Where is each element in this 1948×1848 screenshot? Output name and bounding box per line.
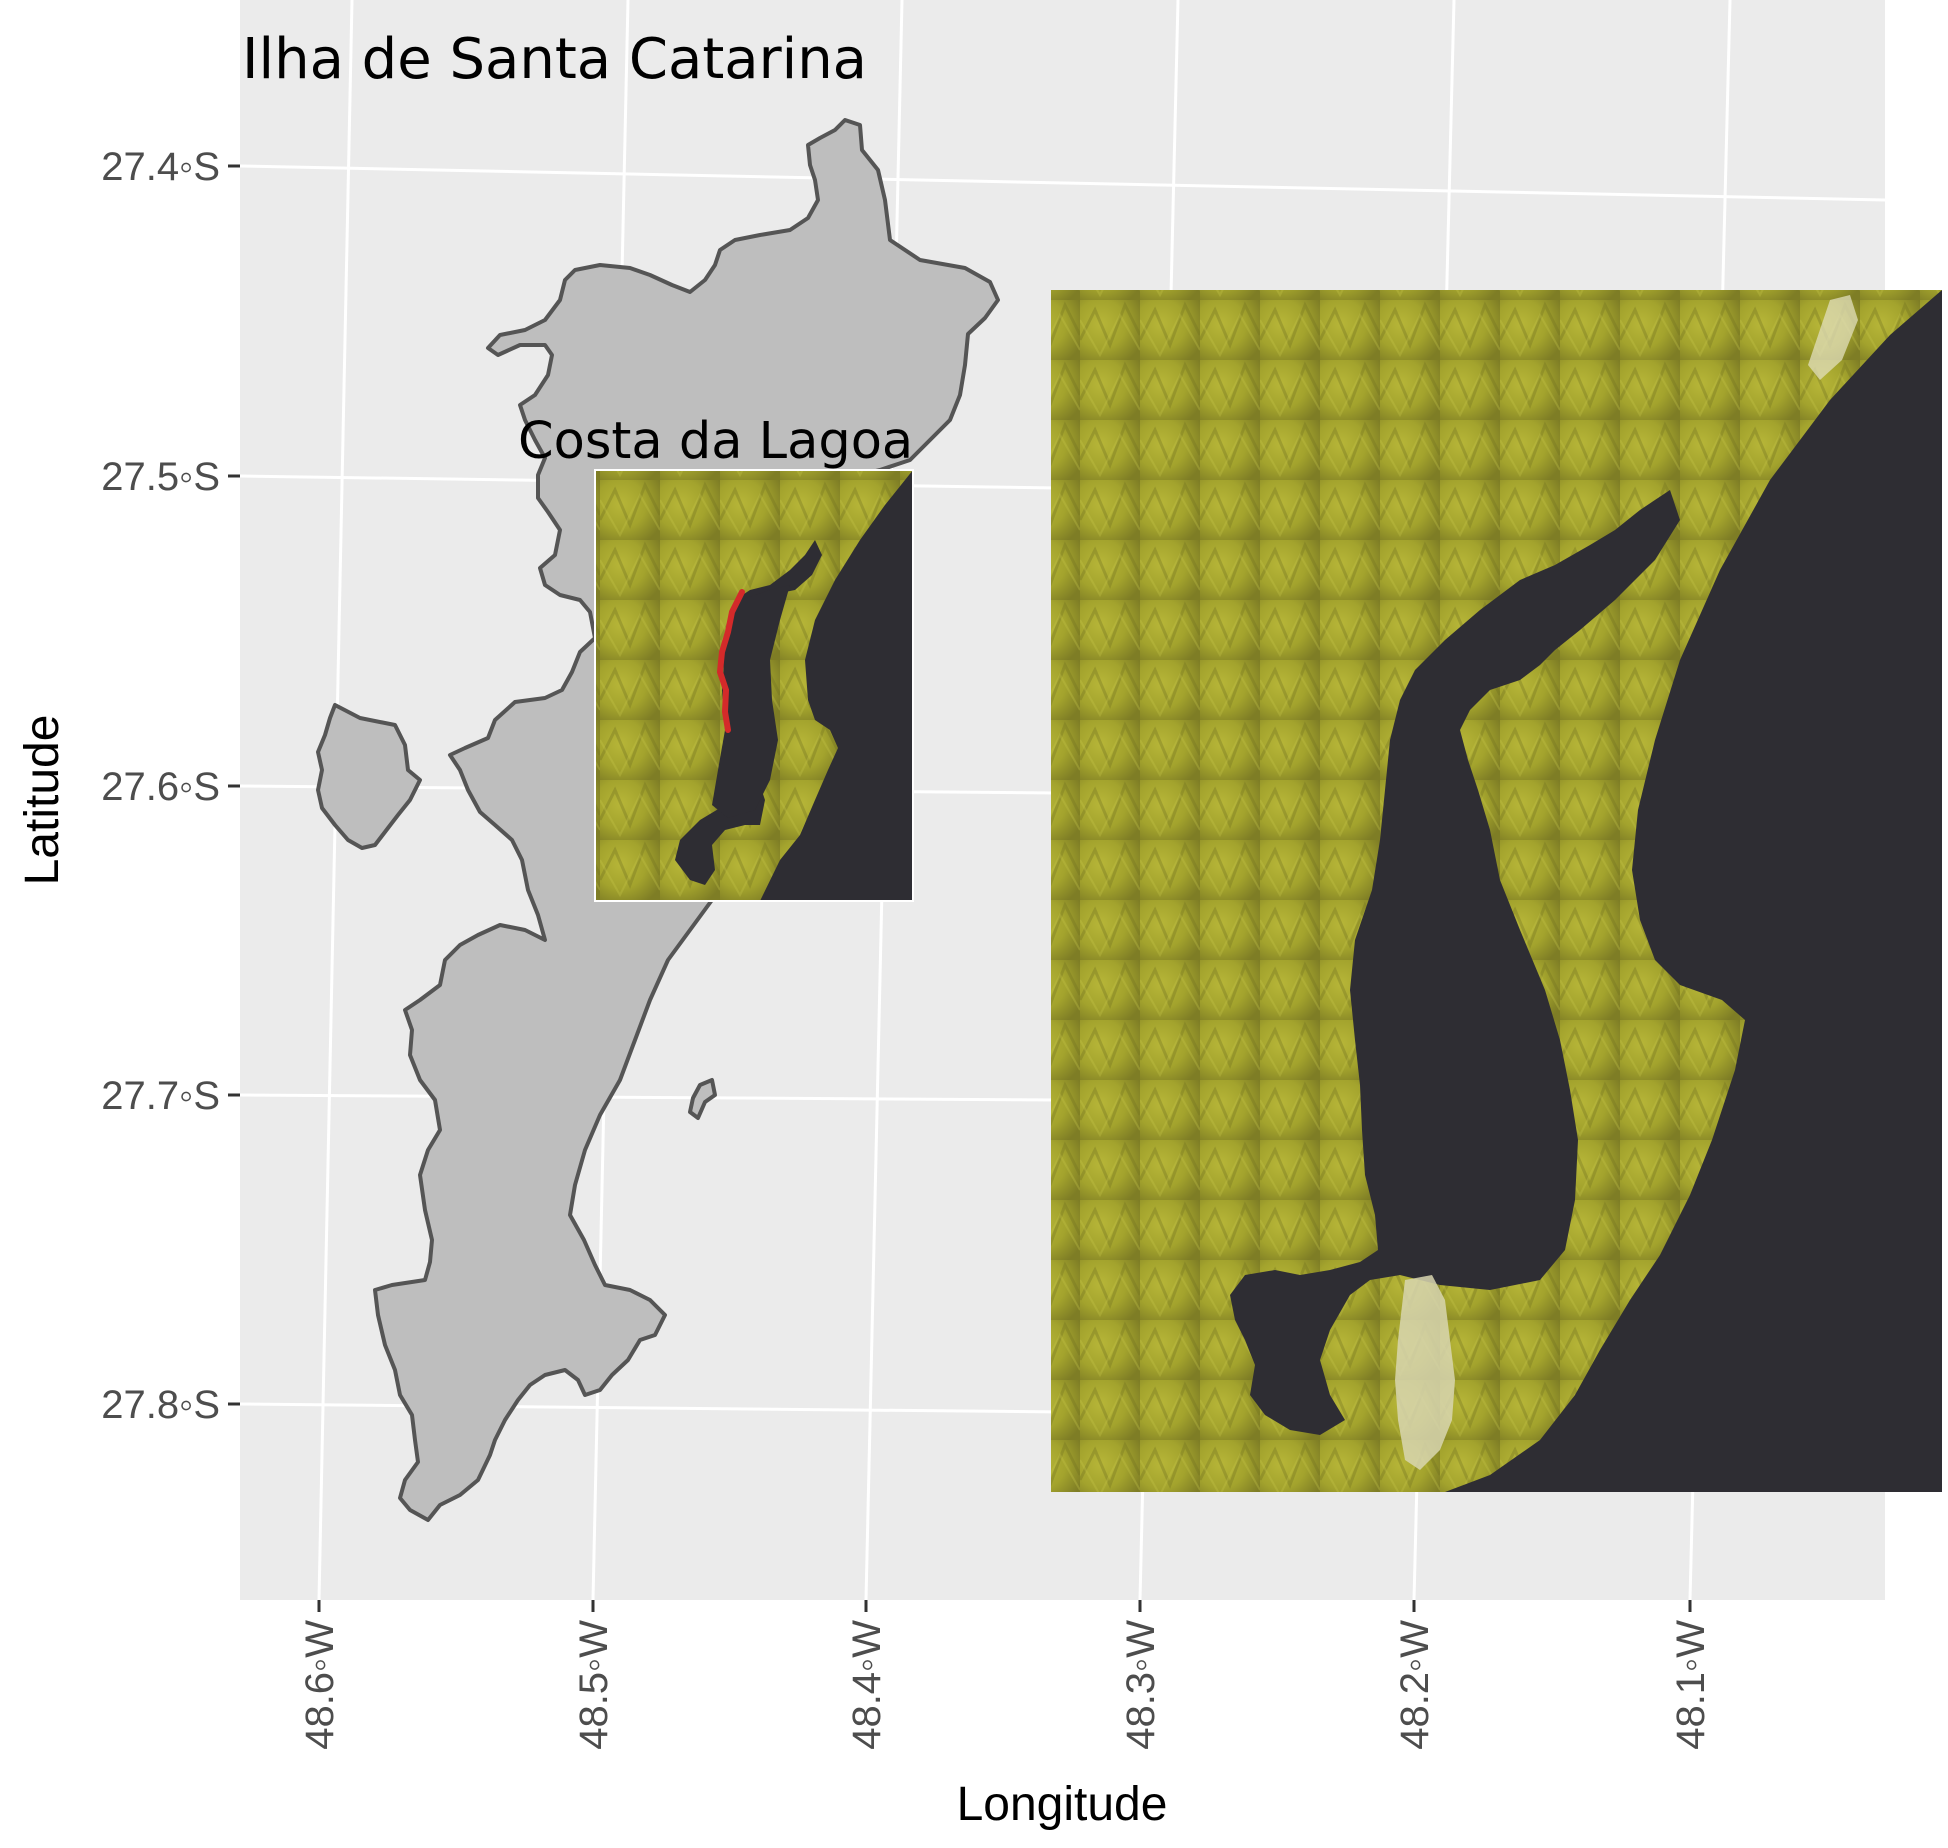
y-tick-labels: 27.4◦S 27.5◦S 27.6◦S 27.7◦S 27.8◦S — [101, 145, 220, 1427]
y-tick-label: 27.6◦S — [101, 765, 220, 809]
thumbnail-border — [594, 469, 914, 902]
y-tick-label: 27.4◦S — [101, 145, 220, 189]
main-satellite-image — [1051, 290, 1942, 1492]
ratones-islet — [316, 703, 422, 850]
x-tick-labels: 48.6◦W 48.5◦W 48.4◦W 48.3◦W 48.2◦W 48.1◦… — [298, 1620, 1713, 1750]
small-islet-east — [688, 1078, 717, 1120]
y-axis-title: Latitude — [16, 715, 69, 886]
satellite-dune — [1395, 1275, 1455, 1470]
axis-ticks — [228, 164, 1692, 1612]
x-tick-label: 48.1◦W — [1669, 1620, 1713, 1750]
satellite-north-coast-sand — [1808, 295, 1858, 380]
y-tick-label: 27.5◦S — [101, 455, 220, 499]
plot-title: Ilha de Santa Catarina — [242, 27, 867, 92]
satellite-lagoon — [1230, 490, 1680, 1435]
satellite-ocean — [1445, 290, 1942, 1492]
y-tick-label: 27.8◦S — [101, 1383, 220, 1427]
x-tick-label: 48.4◦W — [845, 1620, 889, 1750]
y-tick-label: 27.7◦S — [101, 1074, 220, 1118]
inset-title: Costa da Lagoa — [518, 412, 913, 471]
x-tick-label: 48.6◦W — [298, 1620, 342, 1750]
x-tick-label: 48.2◦W — [1393, 1620, 1437, 1750]
x-tick-label: 48.3◦W — [1119, 1620, 1163, 1750]
x-axis-title: Longitude — [957, 1778, 1168, 1831]
costa-da-lagoa-highlight — [716, 589, 745, 733]
x-tick-label: 48.5◦W — [572, 1620, 616, 1750]
inset-satellite-thumbnail — [594, 469, 914, 902]
thumbnail-ocean — [760, 470, 913, 901]
thumbnail-lagoon-body — [712, 585, 790, 818]
graticule-lat-27.4 — [239, 164, 1886, 202]
